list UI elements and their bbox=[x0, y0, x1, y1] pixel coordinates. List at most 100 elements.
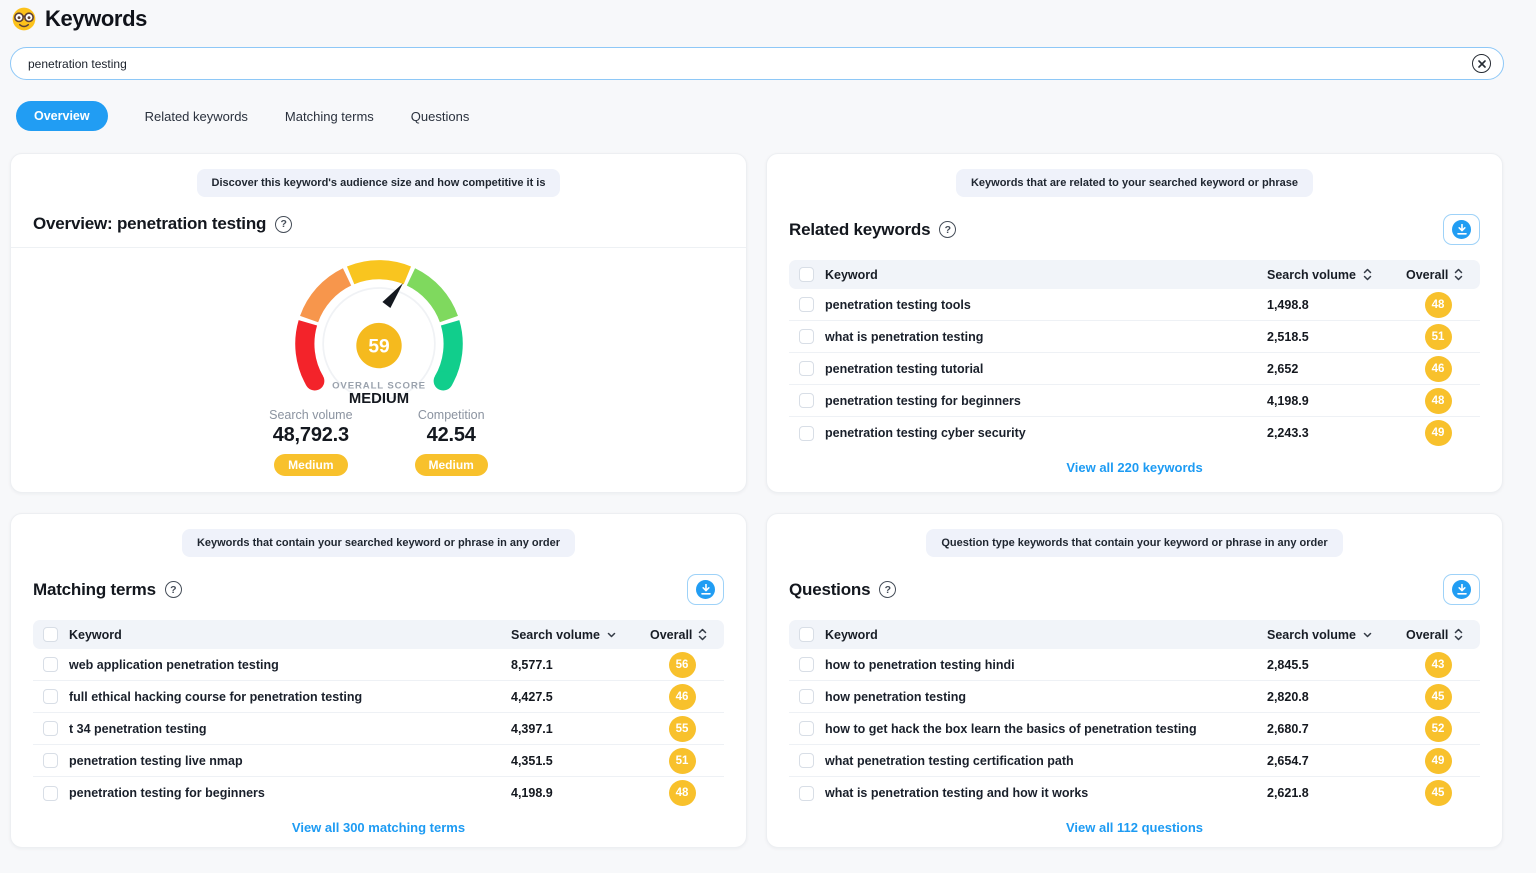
select-all-checkbox[interactable] bbox=[43, 627, 58, 642]
gauge-value: 59 bbox=[368, 337, 389, 358]
select-all-checkbox[interactable] bbox=[799, 267, 814, 282]
gauge-segment-amber bbox=[346, 260, 411, 285]
table-header: Keyword Search volume Overall bbox=[789, 620, 1480, 649]
row-checkbox[interactable] bbox=[799, 753, 814, 768]
keyword-cell: penetration testing live nmap bbox=[69, 753, 243, 768]
download-icon bbox=[1452, 580, 1471, 599]
status-badge: Medium bbox=[274, 454, 348, 476]
view-all-matching-terms-link[interactable]: View all 300 matching terms bbox=[291, 820, 466, 835]
column-overall: Overall bbox=[1406, 627, 1449, 642]
download-icon bbox=[1452, 220, 1471, 239]
table-row: penetration testing cyber security 2,243.… bbox=[789, 417, 1480, 449]
table-row: penetration testing for beginners 4,198.9… bbox=[789, 385, 1480, 417]
volume-cell: 2,680.7 bbox=[1267, 721, 1309, 736]
clear-search-icon[interactable] bbox=[1472, 54, 1491, 73]
tab-related-keywords[interactable]: Related keywords bbox=[144, 108, 248, 124]
volume-cell: 2,621.8 bbox=[1267, 786, 1309, 800]
sort-icon[interactable] bbox=[1363, 268, 1372, 281]
download-button[interactable] bbox=[1443, 214, 1480, 245]
row-checkbox[interactable] bbox=[799, 657, 814, 672]
stat-value: 48,792.3 bbox=[272, 424, 349, 446]
overall-score-badge: 48 bbox=[1424, 291, 1452, 318]
overall-score-badge: 48 bbox=[668, 780, 696, 806]
search-input[interactable] bbox=[10, 47, 1504, 80]
keyword-cell: web application penetration testing bbox=[69, 657, 279, 672]
row-checkbox[interactable] bbox=[799, 393, 814, 408]
related-keywords-card: Keywords that are related to your search… bbox=[766, 153, 1503, 493]
table-header: Keyword Search volume Overall bbox=[33, 620, 724, 649]
overall-score-badge: 46 bbox=[1424, 355, 1452, 382]
gauge-segment-light-green bbox=[405, 268, 458, 323]
table-row: penetration testing tutorial 2,652 46 bbox=[789, 353, 1480, 385]
row-checkbox[interactable] bbox=[43, 721, 58, 736]
download-icon bbox=[696, 580, 715, 599]
stat-label: Search volume bbox=[269, 408, 353, 422]
table-row: penetration testing tools 1,498.8 48 bbox=[789, 289, 1480, 321]
keyword-cell: penetration testing tools bbox=[825, 297, 971, 312]
overview-card: Discover this keyword's audience size an… bbox=[10, 153, 747, 493]
questions-card: Question type keywords that contain your… bbox=[766, 513, 1503, 848]
row-checkbox[interactable] bbox=[799, 689, 814, 704]
help-icon[interactable]: ? bbox=[879, 581, 897, 598]
row-checkbox[interactable] bbox=[43, 657, 58, 672]
competition-stat: Competition 42.54 Medium bbox=[414, 408, 488, 476]
tab-questions[interactable]: Questions bbox=[410, 108, 470, 124]
divider bbox=[11, 247, 746, 248]
overall-score-badge: 49 bbox=[1424, 420, 1452, 446]
overall-score-badge: 48 bbox=[1424, 387, 1452, 414]
row-checkbox[interactable] bbox=[799, 361, 814, 376]
gauge-score-label: OVERALL SCORE bbox=[332, 380, 426, 391]
gauge-segment-orange bbox=[299, 268, 352, 323]
gauge-score-level: MEDIUM bbox=[348, 391, 408, 406]
overview-card-title: Overview: penetration testing bbox=[33, 214, 267, 233]
table-body: web application penetration testing 8,577… bbox=[33, 649, 724, 809]
row-checkbox[interactable] bbox=[43, 689, 58, 704]
sort-desc-icon[interactable] bbox=[1363, 632, 1372, 638]
overall-score-badge: 51 bbox=[668, 747, 696, 774]
page-title: Keywords bbox=[45, 6, 147, 31]
table-row: how to penetration testing hindi 2,845.5 4… bbox=[789, 649, 1480, 681]
sort-icon[interactable] bbox=[1454, 268, 1463, 281]
table-row: full ethical hacking course for penetrat… bbox=[33, 681, 724, 713]
volume-cell: 4,351.5 bbox=[511, 753, 553, 768]
row-checkbox[interactable] bbox=[43, 785, 58, 801]
view-all-keywords-link[interactable]: View all 220 keywords bbox=[1066, 460, 1203, 475]
questions-card-title: Questions bbox=[789, 579, 871, 599]
overall-score-badge: 49 bbox=[1424, 747, 1452, 774]
row-checkbox[interactable] bbox=[799, 785, 814, 801]
volume-cell: 4,198.9 bbox=[1267, 393, 1309, 408]
volume-cell: 2,243.3 bbox=[1267, 426, 1309, 440]
row-checkbox[interactable] bbox=[799, 329, 814, 344]
select-all-checkbox[interactable] bbox=[799, 627, 814, 642]
table-body: penetration testing tools 1,498.8 48 what … bbox=[789, 289, 1480, 449]
matching-card-title: Matching terms bbox=[33, 579, 156, 599]
row-checkbox[interactable] bbox=[799, 425, 814, 441]
help-icon[interactable]: ? bbox=[275, 215, 293, 233]
questions-note: Question type keywords that contain your… bbox=[926, 529, 1343, 557]
volume-cell: 2,652 bbox=[1267, 361, 1299, 376]
help-icon[interactable]: ? bbox=[939, 221, 957, 238]
tab-matching-terms[interactable]: Matching terms bbox=[284, 108, 374, 124]
column-search-volume: Search volume bbox=[1267, 267, 1356, 282]
sort-icon[interactable] bbox=[1454, 628, 1463, 641]
view-all-questions-link[interactable]: View all 112 questions bbox=[1065, 820, 1204, 835]
sort-desc-icon[interactable] bbox=[607, 632, 616, 638]
download-button[interactable] bbox=[1443, 574, 1480, 605]
tab-bar: Overview Related keywords Matching terms… bbox=[10, 101, 1524, 131]
row-checkbox[interactable] bbox=[799, 721, 814, 736]
row-checkbox[interactable] bbox=[43, 753, 58, 768]
keyword-cell: how to penetration testing hindi bbox=[825, 657, 1015, 672]
overall-score-badge: 55 bbox=[668, 715, 696, 742]
column-search-volume: Search volume bbox=[1267, 627, 1356, 642]
row-checkbox[interactable] bbox=[799, 297, 814, 312]
keyword-cell: how penetration testing bbox=[825, 689, 966, 704]
help-icon[interactable]: ? bbox=[164, 581, 182, 598]
download-button[interactable] bbox=[687, 574, 724, 605]
table-row: web application penetration testing 8,577… bbox=[33, 649, 724, 681]
search-volume-stat: Search volume 48,792.3 Medium bbox=[269, 408, 353, 476]
table-row: what penetration testing certification p… bbox=[789, 745, 1480, 777]
status-badge: Medium bbox=[414, 454, 488, 476]
sort-icon[interactable] bbox=[698, 628, 707, 641]
volume-cell: 1,498.8 bbox=[1267, 297, 1309, 312]
tab-overview[interactable]: Overview bbox=[16, 101, 108, 131]
